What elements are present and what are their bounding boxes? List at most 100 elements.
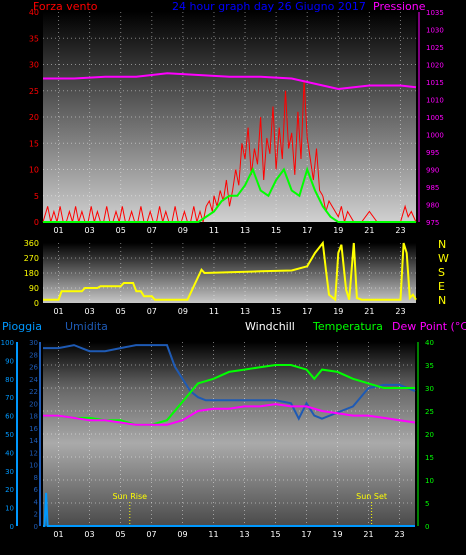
wind-pressure-x-tick-label: 01 <box>53 226 63 235</box>
wind-average-series <box>43 166 416 223</box>
wind-direction-tick-label: 90 <box>29 284 39 293</box>
wind-pressure-x-tick-label: 13 <box>240 226 250 235</box>
temperature-x-tick-label: 19 <box>332 530 342 539</box>
wind-pressure-plot-area <box>43 12 416 222</box>
temperature-label: Temperatura <box>313 320 383 333</box>
rain-tick-label: 90 <box>5 357 14 365</box>
humidity-tick-label: 22 <box>29 388 38 396</box>
pressure-tick-label: 1025 <box>426 44 444 52</box>
humidity-tick-label: 18 <box>29 413 38 421</box>
temperature-x-tick-label: 03 <box>84 530 94 539</box>
temperature-x-tick-label: 09 <box>177 530 187 539</box>
humidity-tick-label: 24 <box>29 376 38 384</box>
wind-direction-x-tick-label: 21 <box>364 307 374 316</box>
rain-tick-label: 80 <box>5 376 14 384</box>
pressure-series <box>43 72 417 91</box>
rain-label: Pioggia <box>2 320 42 333</box>
wind-direction-x-tick-label: 15 <box>271 307 281 316</box>
humidity-tick-label: 6 <box>34 486 39 494</box>
pressure-tick-label: 985 <box>426 184 439 192</box>
temperature-tick-label: 10 <box>425 477 434 485</box>
wind-strength-tick-label: 25 <box>29 87 39 96</box>
dewpoint-label: Dew Point (°C) <box>392 320 466 333</box>
temperature-x-tick-label: 05 <box>115 530 125 539</box>
wind-strength-tick-label: 40 <box>29 8 39 17</box>
rain-tick-label: 40 <box>5 449 14 457</box>
wind-strength-tick-label: 30 <box>29 61 39 70</box>
temperature-tick-label: 20 <box>425 431 434 439</box>
wind-pressure-x-tick-label: 23 <box>395 226 405 235</box>
temperature-tick-label: 15 <box>425 454 434 462</box>
dewpoint-series <box>43 403 416 426</box>
wind-strength-tick-label: 35 <box>29 34 39 43</box>
windchill-label: Windchill <box>245 320 295 333</box>
sun-set-label: Sun Set <box>356 492 387 501</box>
temperature-x-tick-label: 15 <box>270 530 280 539</box>
temperature-x-tick-label: 01 <box>53 530 63 539</box>
wind-pressure-x-tick-label: 05 <box>116 226 126 235</box>
pressure-tick-label: 1015 <box>426 79 444 87</box>
wind-strength-tick-label: 15 <box>29 139 39 148</box>
rain-tick-label: 10 <box>5 505 14 513</box>
humidity-tick-label: 10 <box>29 462 38 470</box>
wind-direction-x-tick-label: 09 <box>178 307 188 316</box>
wind-direction-x-tick-label: 13 <box>240 307 250 316</box>
temperature-tick-label: 5 <box>425 500 429 508</box>
temperature-tick-label: 30 <box>425 385 434 393</box>
humidity-tick-label: 12 <box>29 449 38 457</box>
pressure-tick-label: 1010 <box>426 97 444 105</box>
wind-direction-x-tick-label: 05 <box>116 307 126 316</box>
humidity-tick-label: 26 <box>29 364 38 372</box>
wind-direction-tick-label: 270 <box>24 254 39 263</box>
direction-letter-s: S <box>438 266 445 279</box>
wind-direction-x-tick-label: 17 <box>302 307 312 316</box>
wind-pressure-x-tick-label: 19 <box>333 226 343 235</box>
humidity-tick-label: 2 <box>34 511 38 519</box>
pressure-tick-label: 1005 <box>426 114 444 122</box>
humidity-tick-label: 8 <box>34 474 38 482</box>
temperature-tick-label: 35 <box>425 362 434 370</box>
humidity-label: Umidita <box>65 320 108 333</box>
temperature-tick-label: 0 <box>425 523 429 531</box>
temperature-x-tick-label: 07 <box>146 530 156 539</box>
wind-pressure-x-tick-label: 07 <box>147 226 157 235</box>
rain-tick-label: 70 <box>5 394 14 402</box>
wind-direction-x-tick-label: 07 <box>147 307 157 316</box>
pressure-tick-label: 980 <box>426 202 439 210</box>
wind-direction-x-tick-label: 03 <box>85 307 95 316</box>
humidity-tick-label: 0 <box>34 523 38 531</box>
humidity-series <box>43 344 416 421</box>
wind-direction-x-tick-label: 11 <box>209 307 219 316</box>
wind-direction-x-tick-label: 01 <box>53 307 63 316</box>
wind-pressure-x-tick-label: 21 <box>364 226 374 235</box>
wind-direction-x-tick-label: 19 <box>333 307 343 316</box>
rain-tick-label: 0 <box>10 523 14 531</box>
wind-strength-tick-label: 10 <box>29 166 39 175</box>
humidity-tick-label: 20 <box>29 400 38 408</box>
humidity-tick-label: 4 <box>34 498 39 506</box>
pressure-tick-label: 995 <box>426 149 439 157</box>
pressure-tick-label: 1035 <box>426 9 444 17</box>
wind-strength-tick-label: 5 <box>34 192 39 201</box>
rain-tick-label: 100 <box>1 339 14 347</box>
wind-direction-series <box>43 240 417 302</box>
wind-pressure-x-tick-label: 17 <box>302 226 312 235</box>
wind-direction-tick-label: 180 <box>24 269 39 278</box>
wind-direction-tick-label: 0 <box>34 299 39 308</box>
pressure-tick-label: 1030 <box>426 27 444 35</box>
wind-direction-x-tick-label: 23 <box>395 307 405 316</box>
pressure-label: Pressione <box>373 0 426 13</box>
rain-series <box>43 492 415 527</box>
humidity-tick-label: 30 <box>29 339 38 347</box>
temperature-x-tick-label: 11 <box>208 530 218 539</box>
wind-strength-label: Forza vento <box>33 0 98 13</box>
wind-strength-tick-label: 20 <box>29 113 39 122</box>
humidity-tick-label: 14 <box>29 437 38 445</box>
wind-pressure-x-tick-label: 03 <box>85 226 95 235</box>
rain-tick-label: 60 <box>5 413 14 421</box>
temperature-tick-label: 25 <box>425 408 434 416</box>
wind-direction-tick-label: 360 <box>24 239 39 248</box>
wind-strength-tick-label: 0 <box>34 218 39 227</box>
